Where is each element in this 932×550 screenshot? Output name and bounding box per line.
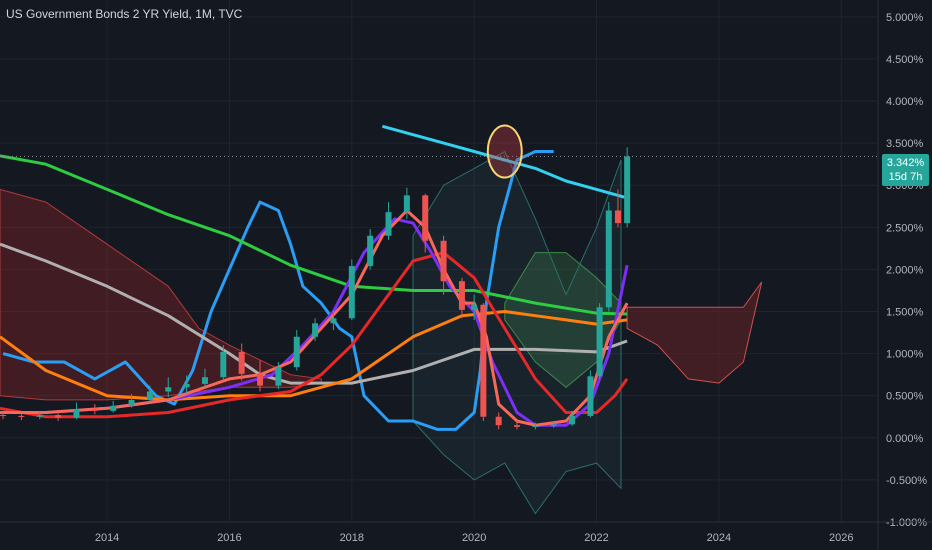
candle-body: [183, 383, 190, 388]
x-tick-label: 2016: [217, 532, 241, 544]
ichimoku-cloud: [0, 150, 763, 515]
candle-body: [36, 415, 43, 417]
cloud-future: [626, 281, 763, 384]
y-tick-label: 2.500%: [886, 222, 924, 234]
candle-body: [403, 195, 410, 213]
candle-body: [550, 424, 557, 427]
y-tick-label: 1.500%: [886, 307, 924, 319]
x-tick-label: 2014: [95, 532, 119, 544]
y-tick-label: 4.000%: [886, 96, 924, 108]
series-line: [382, 124, 628, 200]
candle-body: [471, 304, 478, 310]
last-price-value: 3.342%: [886, 157, 925, 169]
last-price-badge[interactable]: 3.342% 15d 7h: [882, 154, 929, 186]
candle-body: [128, 399, 135, 406]
candle-body: [422, 195, 429, 241]
candle-body: [165, 387, 172, 392]
y-axis: 5.000%4.500%4.000%3.500%3.000%2.500%2.00…: [877, 0, 927, 550]
y-tick-label: 2.000%: [886, 264, 924, 276]
candle-body: [257, 373, 264, 386]
series-line: [0, 154, 628, 316]
series-line: [0, 242, 628, 385]
x-axis: 2014 2016 2018 2020 2022 2024 2026: [0, 521, 932, 544]
y-tick-label: 4.500%: [886, 54, 924, 66]
x-tick-label: 2022: [584, 532, 608, 544]
candle-body: [514, 425, 521, 427]
bar-countdown: 15d 7h: [888, 171, 923, 183]
chart-title: US Government Bonds 2 YR Yield, 1M, TVC: [6, 7, 243, 21]
candle-body: [0, 415, 7, 417]
y-tick-label: 5.000%: [886, 12, 924, 24]
x-tick-label: 2024: [707, 532, 731, 544]
candle-body: [55, 415, 62, 418]
x-tick-label: 2026: [829, 532, 853, 544]
series-line: [0, 251, 629, 419]
candle-body: [480, 304, 487, 417]
y-tick-label: 3.500%: [886, 138, 924, 150]
highlight-circle: [486, 124, 523, 179]
candlesticks: [0, 147, 631, 430]
candle-body: [73, 409, 80, 418]
x-tick-label: 2020: [462, 532, 486, 544]
x-tick-label: 2018: [340, 532, 364, 544]
candle-body: [18, 415, 25, 417]
candle-body: [440, 240, 447, 282]
y-tick-label: 0.000%: [886, 433, 924, 445]
candle-body: [146, 391, 153, 400]
y-tick-label: -0.500%: [886, 475, 927, 487]
candle-body: [385, 212, 392, 236]
candle-body: [587, 376, 594, 416]
candle-body: [569, 415, 576, 425]
candle-body: [312, 323, 319, 337]
candle-body: [348, 266, 355, 319]
candle-body: [495, 416, 502, 426]
candle-body: [367, 235, 374, 267]
candle-body: [624, 156, 631, 224]
candle-body: [275, 367, 282, 386]
y-tick-label: 0.500%: [886, 391, 924, 403]
candle-body: [91, 409, 98, 411]
candle-body: [293, 336, 300, 368]
candle-body: [614, 210, 621, 224]
candle-body: [330, 318, 337, 324]
candle-body: [532, 426, 539, 428]
candle-body: [596, 307, 603, 377]
y-tick-label: -1.000%: [886, 517, 927, 529]
candle-body: [110, 405, 117, 411]
series-line: [0, 310, 628, 402]
candle-body: [220, 351, 227, 378]
candle-body: [458, 281, 465, 310]
candle-body: [605, 210, 612, 308]
candle-body: [238, 351, 245, 374]
bollinger-band: [412, 150, 622, 515]
y-tick-label: 1.000%: [886, 349, 924, 361]
candle-body: [201, 377, 208, 384]
